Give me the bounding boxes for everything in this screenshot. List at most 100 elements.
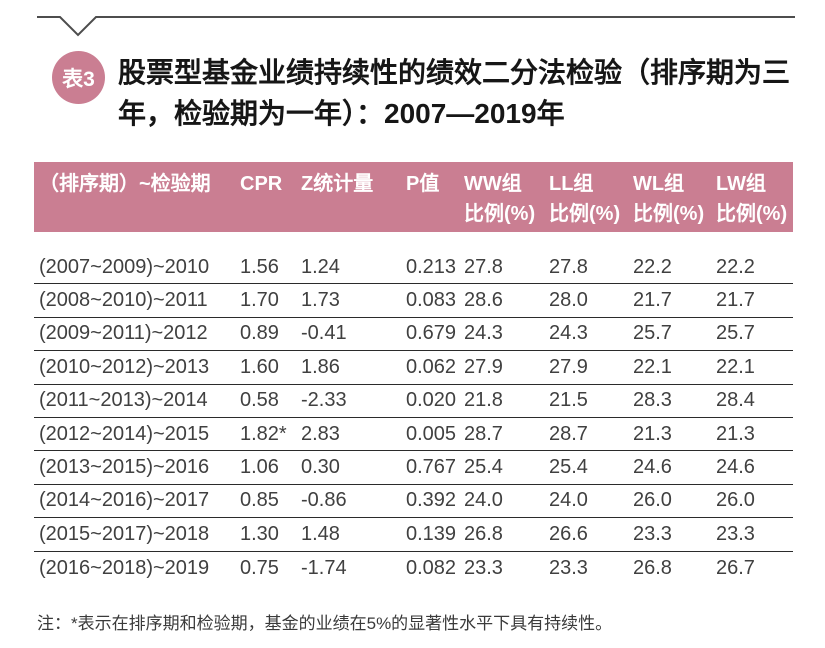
cell-lw: 21.3	[716, 422, 755, 445]
cell-lw: 26.0	[716, 489, 755, 512]
header-period: （排序期）~检验期	[39, 173, 211, 195]
cell-lw: 23.3	[716, 522, 755, 545]
cell-p: 0.005	[406, 422, 457, 445]
header-wl-line2: 比例(%)	[633, 203, 705, 225]
cell-cpr: 0.75	[240, 556, 279, 579]
cell-z: 1.73	[301, 289, 340, 312]
cell-lw: 24.6	[716, 456, 755, 479]
cell-p: 0.062	[406, 355, 457, 378]
header-ll-line2: 比例(%)	[549, 203, 621, 225]
table-row: (2011~2013)~2014 0.58 -2.33 0.020 21.8 2…	[34, 385, 793, 418]
cell-ww: 28.7	[464, 422, 503, 445]
cell-p: 0.083	[406, 289, 457, 312]
cell-wl: 21.3	[633, 422, 672, 445]
cell-z: 0.30	[301, 456, 340, 479]
cell-ll: 28.0	[549, 289, 588, 312]
cell-wl: 22.2	[633, 255, 672, 278]
cell-z: 1.86	[301, 355, 340, 378]
cell-lw: 26.7	[716, 556, 755, 579]
cell-p: 0.392	[406, 489, 457, 512]
header-lw-line1: LW组	[716, 173, 766, 195]
table-row: (2015~2017)~2018 1.30 1.48 0.139 26.8 26…	[34, 518, 793, 552]
cell-ll: 27.8	[549, 255, 588, 278]
cell-p: 0.082	[406, 556, 457, 579]
cell-period: (2013~2015)~2016	[39, 456, 210, 479]
cell-ww: 27.8	[464, 255, 503, 278]
cell-ww: 26.8	[464, 522, 503, 545]
cell-ll: 25.4	[549, 456, 588, 479]
data-table: （排序期）~检验期 CPR Z统计量 P值 WW组 比例(%) LL组 比例(%…	[34, 162, 793, 585]
cell-z: -2.33	[301, 389, 347, 412]
cell-wl: 26.8	[633, 556, 672, 579]
cell-period: (2011~2013)~2014	[39, 389, 208, 412]
cell-period: (2010~2012)~2013	[39, 355, 210, 378]
cell-period: (2007~2009)~2010	[39, 255, 210, 278]
cell-p: 0.767	[406, 456, 457, 479]
cell-lw: 25.7	[716, 322, 755, 345]
cell-lw: 22.1	[716, 355, 755, 378]
cell-cpr: 1.56	[240, 255, 279, 278]
cell-wl: 23.3	[633, 522, 672, 545]
cell-wl: 26.0	[633, 489, 672, 512]
cell-ww: 27.9	[464, 355, 503, 378]
cell-cpr: 1.60	[240, 355, 279, 378]
cell-p: 0.139	[406, 522, 457, 545]
cell-ll: 28.7	[549, 422, 588, 445]
cell-p: 0.020	[406, 389, 457, 412]
cell-ww: 24.0	[464, 489, 503, 512]
table-row: (2007~2009)~2010 1.56 1.24 0.213 27.8 27…	[34, 251, 793, 285]
table-row: (2016~2018)~2019 0.75 -1.74 0.082 23.3 2…	[34, 552, 793, 585]
header-cpr: CPR	[240, 173, 283, 195]
cell-period: (2014~2016)~2017	[39, 489, 210, 512]
cell-wl: 25.7	[633, 322, 672, 345]
cell-period: (2015~2017)~2018	[39, 522, 210, 545]
cell-ll: 24.3	[549, 322, 588, 345]
cell-wl: 28.3	[633, 389, 672, 412]
table-row: (2009~2011)~2012 0.89 -0.41 0.679 24.3 2…	[34, 318, 793, 352]
cell-wl: 24.6	[633, 456, 672, 479]
cell-period: (2009~2011)~2012	[39, 322, 208, 345]
table-number-badge: 表3	[52, 51, 105, 104]
header-ww-line1: WW组	[464, 173, 522, 195]
cell-ll: 27.9	[549, 355, 588, 378]
cell-ww: 28.6	[464, 289, 503, 312]
cell-period: (2012~2014)~2015	[39, 422, 210, 445]
cell-cpr: 1.30	[240, 522, 279, 545]
header-lw-line2: 比例(%)	[716, 203, 788, 225]
table-row: (2010~2012)~2013 1.60 1.86 0.062 27.9 27…	[34, 351, 793, 385]
cell-z: 2.83	[301, 422, 340, 445]
table-row: (2008~2010)~2011 1.70 1.73 0.083 28.6 28…	[34, 284, 793, 318]
cell-cpr: 1.70	[240, 289, 279, 312]
cell-wl: 21.7	[633, 289, 672, 312]
cell-period: (2016~2018)~2019	[39, 556, 210, 579]
cell-p: 0.213	[406, 255, 457, 278]
table-row: (2014~2016)~2017 0.85 -0.86 0.392 24.0 2…	[34, 485, 793, 519]
table-header-row: （排序期）~检验期 CPR Z统计量 P值 WW组 比例(%) LL组 比例(%…	[34, 162, 793, 232]
cell-period: (2008~2010)~2011	[39, 289, 208, 312]
cell-cpr: 1.82*	[240, 422, 287, 445]
cell-z: 1.48	[301, 522, 340, 545]
cell-z: -0.41	[301, 322, 347, 345]
header-p-value: P值	[406, 173, 440, 195]
cell-cpr: 1.06	[240, 456, 279, 479]
header-lw-ratio: LW组 比例(%)	[713, 169, 793, 232]
header-ll-line1: LL组	[549, 173, 594, 195]
header-ww-line2: 比例(%)	[464, 203, 536, 225]
cell-ww: 21.8	[464, 389, 503, 412]
cell-z: -1.74	[301, 556, 347, 579]
cell-ww: 25.4	[464, 456, 503, 479]
cell-ww: 23.3	[464, 556, 503, 579]
table-row: (2012~2014)~2015 1.82* 2.83 0.005 28.7 2…	[34, 418, 793, 452]
cell-lw: 21.7	[716, 289, 755, 312]
cell-cpr: 0.89	[240, 322, 279, 345]
cell-ww: 24.3	[464, 322, 503, 345]
header-wl-ratio: WL组 比例(%)	[629, 169, 713, 232]
cell-wl: 22.1	[633, 355, 672, 378]
table-title: 股票型基金业绩持续性的绩效二分法检验（排序期为三年，检验期为一年）：2007—2…	[118, 57, 791, 129]
cell-z: -0.86	[301, 489, 347, 512]
cell-z: 1.24	[301, 255, 340, 278]
cell-lw: 28.4	[716, 389, 755, 412]
cell-cpr: 0.85	[240, 489, 279, 512]
header-ww-ratio: WW组 比例(%)	[459, 169, 544, 232]
table-row: (2013~2015)~2016 1.06 0.30 0.767 25.4 25…	[34, 451, 793, 485]
